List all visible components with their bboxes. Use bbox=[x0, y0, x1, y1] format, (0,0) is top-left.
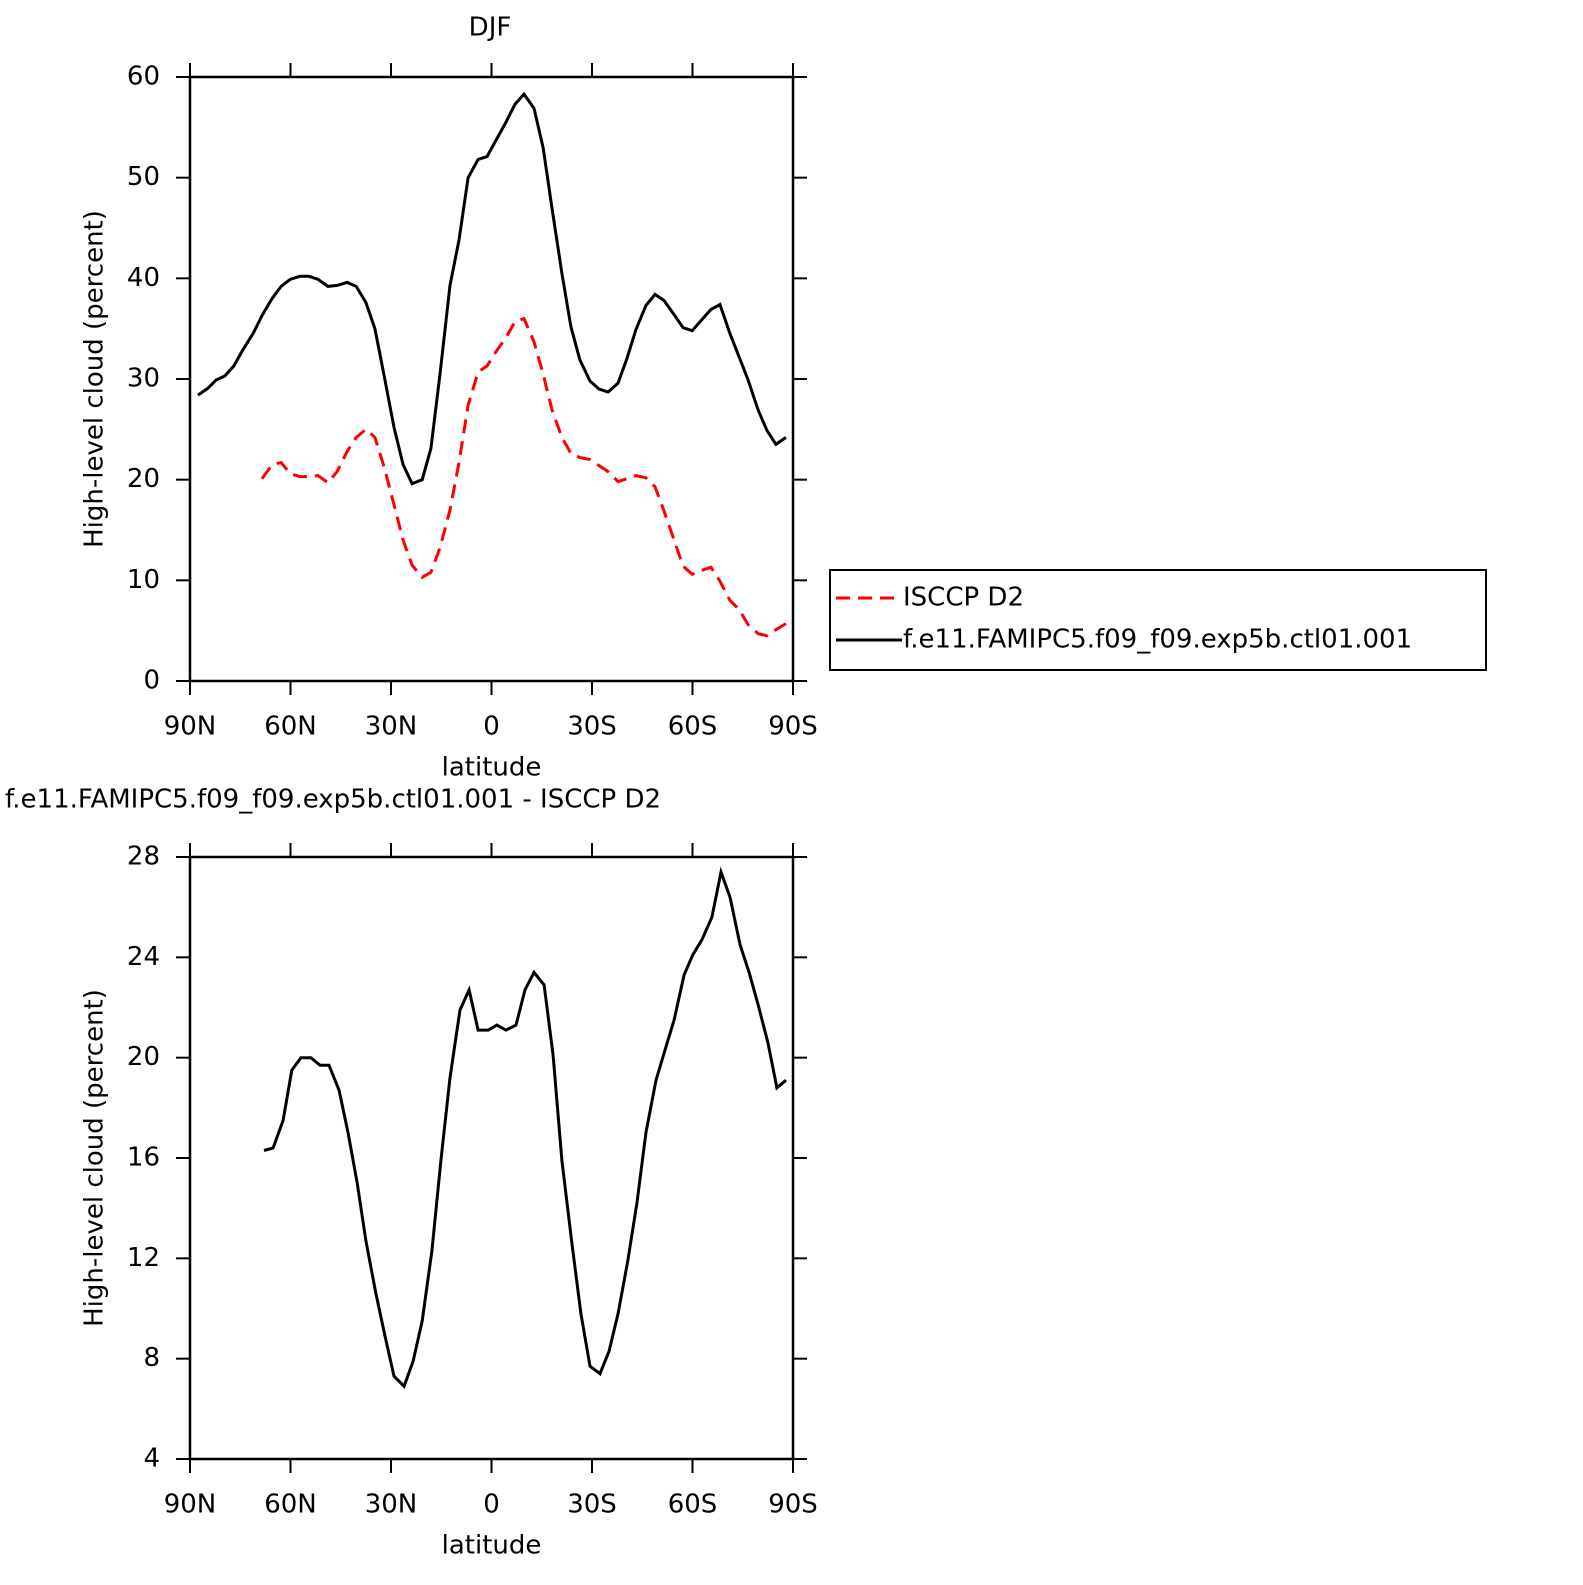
y-axis-label: High-level cloud (percent) bbox=[80, 989, 110, 1327]
plot-frame bbox=[188, 75, 795, 683]
x-tick-label: 30S bbox=[567, 712, 617, 742]
y-tick-label: 30 bbox=[127, 364, 160, 394]
y-tick-label: 28 bbox=[127, 842, 160, 872]
x-tick-label: 30N bbox=[365, 1490, 418, 1520]
x-tick-label: 90S bbox=[768, 1490, 818, 1520]
x-tick-label: 60S bbox=[668, 712, 718, 742]
y-tick-label: 60 bbox=[127, 62, 160, 92]
y-tick-label: 20 bbox=[127, 464, 160, 494]
data-line bbox=[263, 866, 787, 1390]
legend-label: f.e11.FAMIPC5.f09_f09.exp5b.ctl01.001 bbox=[903, 625, 1412, 655]
x-tick-label: 90N bbox=[164, 1490, 217, 1520]
chart-title: f.e11.FAMIPC5.f09_f09.exp5b.ctl01.001 - … bbox=[5, 785, 661, 815]
y-tick-label: 0 bbox=[143, 666, 160, 696]
x-axis-label: latitude bbox=[442, 753, 542, 783]
x-tick-label: 0 bbox=[483, 1490, 500, 1520]
y-tick-label: 10 bbox=[127, 565, 160, 595]
x-tick-label: 90S bbox=[768, 712, 818, 742]
x-tick-label: 30N bbox=[365, 712, 418, 742]
y-tick-label: 4 bbox=[143, 1444, 160, 1474]
legend-label: ISCCP D2 bbox=[903, 583, 1024, 613]
y-tick-label: 24 bbox=[127, 942, 160, 972]
chart-title: DJF bbox=[469, 13, 512, 43]
legend-box bbox=[829, 569, 1487, 671]
plot-frame bbox=[188, 855, 795, 1461]
y-tick-label: 40 bbox=[127, 263, 160, 293]
x-tick-label: 60N bbox=[264, 712, 317, 742]
y-tick-label: 8 bbox=[143, 1343, 160, 1373]
y-tick-label: 50 bbox=[127, 162, 160, 192]
x-tick-label: 60N bbox=[264, 1490, 317, 1520]
x-axis-label: latitude bbox=[442, 1531, 542, 1561]
y-tick-label: 16 bbox=[127, 1143, 160, 1173]
y-tick-label: 20 bbox=[127, 1042, 160, 1072]
x-tick-label: 90N bbox=[164, 712, 217, 742]
y-tick-label: 12 bbox=[127, 1243, 160, 1273]
x-tick-label: 0 bbox=[483, 712, 500, 742]
x-tick-label: 60S bbox=[668, 1490, 718, 1520]
x-tick-label: 30S bbox=[567, 1490, 617, 1520]
y-axis-label: High-level cloud (percent) bbox=[80, 210, 110, 548]
data-line bbox=[197, 91, 787, 486]
data-line bbox=[260, 316, 787, 638]
